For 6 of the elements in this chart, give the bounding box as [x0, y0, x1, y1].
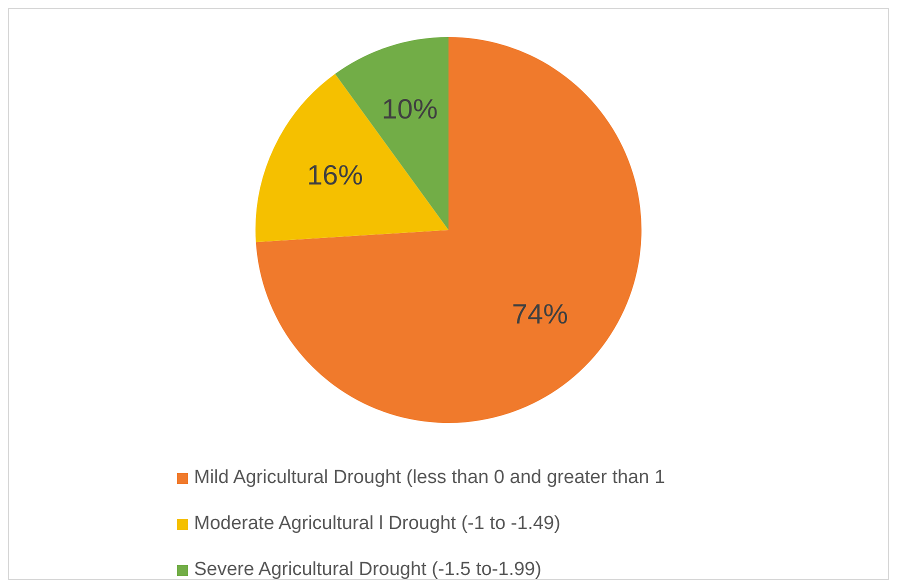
legend-label: Severe Agricultural Drought (-1.5 to-1.99) [194, 559, 542, 581]
legend-label: Mild Agricultural Drought (less than 0 and greater than 1 [194, 467, 666, 489]
data-label: 10% [382, 93, 438, 124]
legend-label: Moderate Agricultural l Drought (-1 to -1.49) [194, 513, 560, 535]
data-label: 16% [306, 159, 364, 190]
data-label: 74% [512, 298, 568, 330]
